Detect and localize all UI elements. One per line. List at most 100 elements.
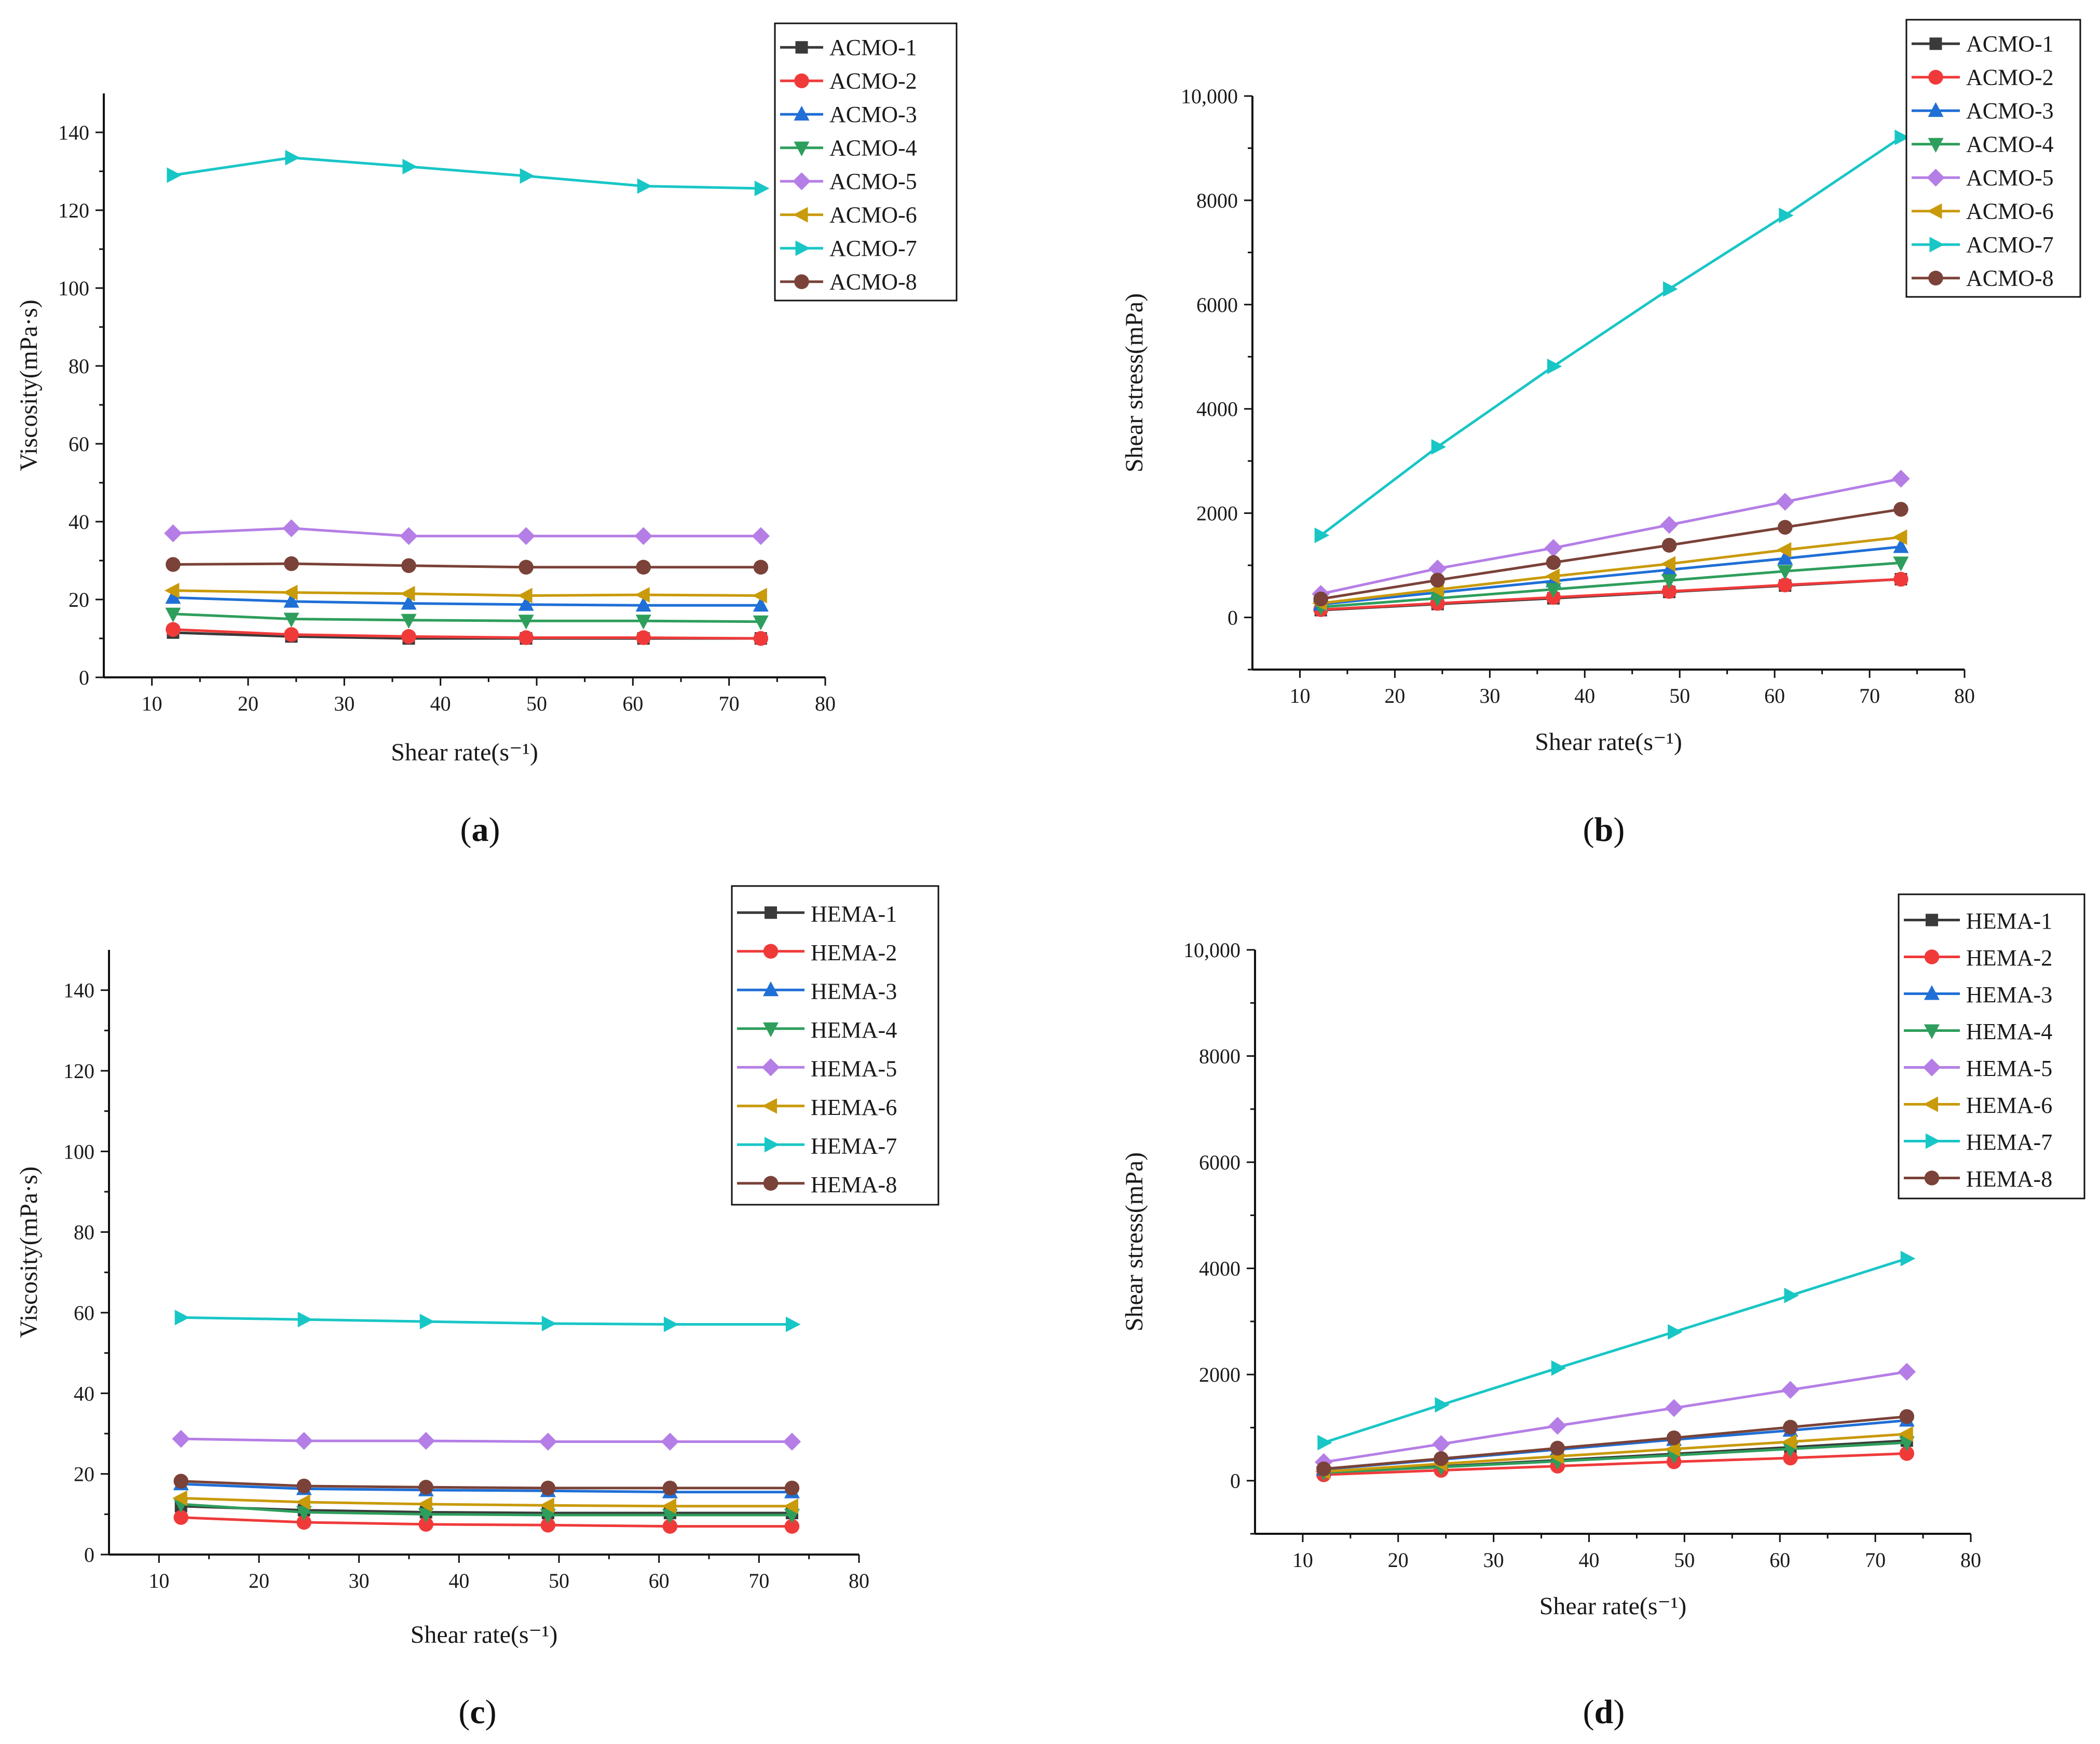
y-axis-title: Viscosity(mPa·s) xyxy=(15,299,43,471)
data-point xyxy=(401,558,416,573)
data-point xyxy=(282,584,298,601)
data-point xyxy=(173,1510,188,1525)
legend-marker xyxy=(1923,1096,1938,1112)
data-point xyxy=(418,1508,434,1523)
series-HEMA-2 xyxy=(1316,1446,1915,1482)
data-point xyxy=(1660,515,1679,534)
legend-marker xyxy=(1928,70,1943,85)
data-point xyxy=(1550,1440,1565,1456)
data-point xyxy=(752,527,770,545)
data-point xyxy=(783,1498,798,1514)
y-axis-title: Shear stress(mPa) xyxy=(1121,293,1148,472)
series-line xyxy=(1320,508,1901,601)
series-line xyxy=(181,1503,792,1517)
x-tick-label: 30 xyxy=(334,692,354,715)
data-point xyxy=(635,615,651,630)
series-HEMA-7 xyxy=(174,1310,801,1332)
x-tick-label: 40 xyxy=(430,692,451,715)
data-point xyxy=(1783,1450,1798,1466)
legend-marker xyxy=(1924,985,1940,1000)
legend: HEMA-1 HEMA-2 HEMA-3 HEMA-4 HEMA-5 HEMA-6 HEMA… xyxy=(731,885,939,1206)
data-point xyxy=(1661,538,1677,553)
data-point xyxy=(636,630,651,645)
data-point xyxy=(1430,573,1445,588)
x-tick-label: 80 xyxy=(815,692,836,715)
data-point xyxy=(1779,207,1794,223)
legend-label: HEMA-7 xyxy=(1966,1129,2052,1155)
panel-label: (a) xyxy=(460,811,500,849)
data-point xyxy=(166,557,181,572)
data-point xyxy=(1892,469,1910,488)
data-point xyxy=(296,1515,311,1530)
legend-label: HEMA-8 xyxy=(811,1172,897,1197)
x-tick-label: 80 xyxy=(849,1569,869,1592)
data-point xyxy=(785,1316,801,1332)
data-point xyxy=(518,615,534,630)
data-point xyxy=(283,612,299,628)
legend-label: HEMA-8 xyxy=(1966,1166,2052,1192)
x-tick-label: 20 xyxy=(238,692,258,715)
series-line xyxy=(173,527,761,538)
legend-label: HEMA-5 xyxy=(1966,1056,2052,1081)
data-point xyxy=(1546,555,1561,570)
data-point xyxy=(401,629,416,644)
data-point xyxy=(539,1433,557,1451)
legend-label: HEMA-6 xyxy=(1966,1093,2052,1118)
y-tick-label: 20 xyxy=(69,588,89,611)
legend-label: ACMO-5 xyxy=(1966,165,2054,190)
panel-label: (d) xyxy=(1583,1693,1625,1731)
data-point xyxy=(283,593,299,608)
legend-label: ACMO-5 xyxy=(829,169,917,194)
data-point xyxy=(1661,574,1678,589)
data-point xyxy=(1661,584,1677,599)
data-point xyxy=(284,556,299,571)
legend-marker xyxy=(1924,1024,1940,1039)
data-point xyxy=(661,1433,679,1451)
x-tick-label: 50 xyxy=(526,692,547,715)
data-point xyxy=(165,607,181,623)
data-point xyxy=(1777,550,1793,565)
data-point xyxy=(418,1480,434,1495)
data-point xyxy=(166,622,181,637)
legend-marker xyxy=(1924,1170,1940,1186)
data-point xyxy=(295,1494,310,1510)
data-point xyxy=(517,527,535,545)
legend-marker xyxy=(763,1176,779,1191)
data-point xyxy=(540,1480,556,1496)
x-tick-label: 30 xyxy=(349,1569,370,1592)
panel-label: (c) xyxy=(458,1693,496,1731)
data-point xyxy=(1893,501,1908,517)
data-point xyxy=(1313,591,1328,607)
y-tick-label: 80 xyxy=(74,1221,94,1244)
x-tick-label: 40 xyxy=(1579,1548,1600,1572)
legend-label: ACMO-7 xyxy=(1966,232,2054,257)
legend-label: HEMA-4 xyxy=(811,1017,897,1043)
y-tick-label: 0 xyxy=(84,1543,94,1566)
series-line xyxy=(1324,1452,1907,1476)
data-point xyxy=(519,630,534,645)
data-point xyxy=(661,1498,676,1514)
legend-label: HEMA-6 xyxy=(811,1095,897,1120)
data-point xyxy=(400,527,418,545)
x-tick-label: 20 xyxy=(1384,684,1405,707)
series-line xyxy=(181,1437,792,1443)
data-point xyxy=(417,1432,435,1450)
legend-label: HEMA-4 xyxy=(1966,1019,2052,1044)
legend-box xyxy=(774,22,958,302)
data-point xyxy=(634,527,652,545)
data-point xyxy=(1781,1381,1799,1399)
series-HEMA-8 xyxy=(173,1474,800,1496)
x-tick-label: 70 xyxy=(1865,1548,1886,1572)
y-axis-title: Shear stress(mPa) xyxy=(1121,1152,1148,1331)
legend-marker xyxy=(762,1098,777,1114)
legend-label: ACMO-2 xyxy=(829,69,917,94)
data-point xyxy=(417,1496,432,1512)
series-HEMA-7 xyxy=(1317,1250,1916,1451)
legend-marker xyxy=(1924,949,1940,964)
data-point xyxy=(1898,1363,1916,1381)
legend-label: ACMO-1 xyxy=(1966,31,2054,57)
x-tick-label: 10 xyxy=(142,692,162,715)
legend-label: HEMA-7 xyxy=(811,1133,897,1159)
data-point xyxy=(1893,538,1909,553)
